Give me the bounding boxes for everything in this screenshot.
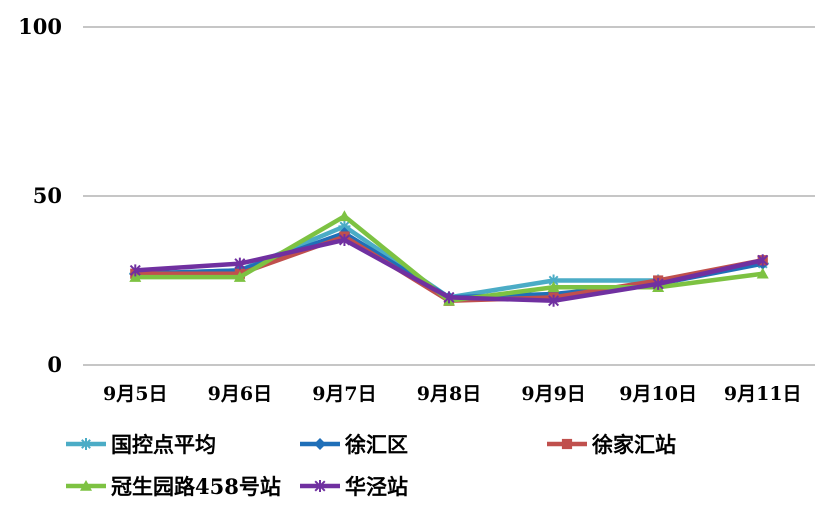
y-axis-ticks: 0 50 100: [18, 14, 62, 377]
y-tick-label: 100: [18, 14, 62, 39]
series-3: [129, 210, 769, 306]
legend-label: 徐汇区: [344, 432, 408, 457]
legend-item: 华泾站: [300, 474, 408, 499]
legend-item: 徐汇区: [300, 432, 408, 457]
data-point: [129, 271, 142, 282]
x-axis-ticks: 9月5日 9月6日 9月7日 9月8日 9月9日 9月10日 9月11日: [103, 383, 801, 405]
x-tick-label: 9月8日: [417, 383, 481, 405]
x-tick-label: 9月7日: [312, 383, 376, 405]
legend-item: 国控点平均: [66, 432, 216, 457]
data-point: [652, 277, 664, 290]
series-lines: [129, 210, 769, 307]
y-tick-label: 50: [33, 183, 62, 208]
x-tick-label: 9月6日: [208, 383, 272, 405]
data-point: [234, 257, 246, 270]
data-point: [338, 233, 350, 246]
y-tick-label: 0: [47, 352, 62, 377]
legend-swatch-marker: [80, 438, 92, 450]
series-0: [129, 220, 769, 304]
data-point: [129, 264, 141, 277]
legend-label: 冠生园路458号站: [111, 474, 281, 499]
x-tick-label: 9月9日: [521, 383, 585, 405]
legend-swatch-marker: [314, 480, 326, 492]
legend-swatch-marker: [314, 438, 326, 450]
data-point: [233, 271, 246, 282]
x-tick-label: 9月11日: [724, 383, 802, 405]
data-point: [756, 267, 769, 279]
legend-swatch-marker: [80, 480, 92, 491]
legend-item: 冠生园路458号站: [66, 474, 281, 499]
series-4: [129, 233, 769, 307]
data-point: [443, 291, 455, 304]
legend-item: 徐家汇站: [547, 432, 676, 457]
data-point: [548, 294, 560, 307]
legend-label: 华泾站: [345, 474, 408, 499]
series-line: [135, 214, 764, 304]
data-point: [547, 281, 560, 293]
data-point: [338, 210, 351, 222]
x-tick-label: 9月10日: [619, 383, 697, 405]
legend-label: 国控点平均: [111, 432, 216, 457]
data-point: [757, 254, 769, 267]
legend-label: 徐家汇站: [591, 432, 676, 457]
data-point: [547, 274, 560, 287]
legend-swatch-marker: [561, 438, 573, 450]
x-tick-label: 9月5日: [103, 383, 167, 405]
data-point: [338, 220, 351, 233]
gridlines: [83, 26, 815, 366]
